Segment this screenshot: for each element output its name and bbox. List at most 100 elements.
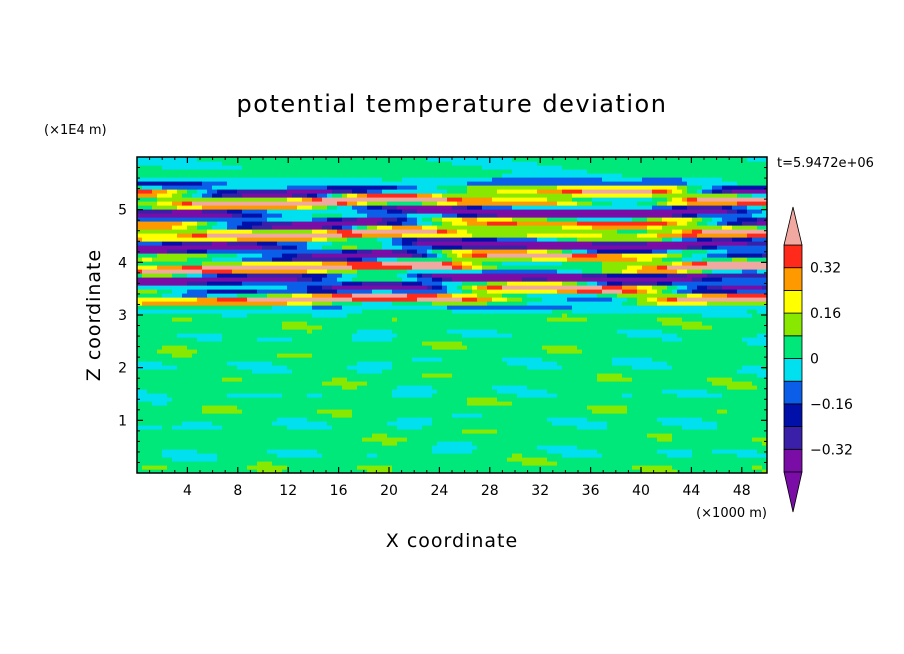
- contour-cell: [162, 425, 173, 430]
- contour-cell: [362, 309, 453, 314]
- contour-cell: [452, 265, 463, 270]
- contour-cell: [712, 325, 767, 330]
- contour-cell: [677, 333, 758, 338]
- contour-cell: [312, 301, 333, 306]
- contour-cell: [287, 285, 308, 290]
- contour-cell: [172, 457, 218, 462]
- contour-cell: [172, 425, 223, 430]
- contour-cell: [367, 225, 378, 230]
- contour-cell: [752, 465, 763, 470]
- contour-cell: [667, 221, 678, 226]
- contour-cell: [672, 281, 767, 286]
- contour-cell: [707, 285, 723, 290]
- contour-cell: [727, 249, 767, 254]
- contour-cell: [172, 289, 188, 294]
- contour-cell: [747, 205, 763, 210]
- contour-cell: [627, 297, 638, 302]
- contour-cell: [572, 305, 767, 310]
- contour-cell: [407, 213, 443, 218]
- contour-cell: [322, 453, 368, 458]
- contour-cell: [577, 445, 767, 450]
- contour-cell: [312, 293, 333, 298]
- contour-cell: [197, 297, 218, 302]
- contour-cell: [432, 277, 443, 282]
- contour-cell: [387, 201, 423, 206]
- contour-cell: [547, 317, 588, 322]
- contour-cell: [722, 189, 733, 194]
- contour-cell: [177, 205, 203, 210]
- contour-cell: [137, 449, 163, 454]
- contour-cell: [532, 257, 568, 262]
- contour-cell: [297, 205, 313, 210]
- contour-cell: [297, 253, 313, 258]
- contour-cell: [562, 313, 568, 318]
- contour-cell: [702, 269, 713, 274]
- contour-cell: [567, 297, 613, 302]
- contour-cell: [402, 209, 418, 214]
- contour-cell: [287, 185, 328, 190]
- contour-cell: [562, 281, 578, 286]
- contour-cell: [732, 189, 767, 194]
- contour-cell: [327, 205, 338, 210]
- contour-cell: [377, 225, 393, 230]
- contour-cell: [467, 345, 543, 350]
- contour-cell: [702, 189, 713, 194]
- contour-cell: [652, 189, 668, 194]
- contour-cell: [467, 189, 498, 194]
- contour-cell: [412, 265, 453, 270]
- contour-cell: [157, 201, 173, 206]
- contour-cell: [677, 289, 693, 294]
- contour-cell: [477, 213, 498, 218]
- contour-cell: [712, 381, 753, 386]
- contour-cell: [137, 181, 203, 186]
- contour-cell: [462, 429, 498, 434]
- contour-cell: [417, 273, 423, 278]
- contour-cell: [212, 193, 223, 198]
- contour-cell: [177, 233, 193, 238]
- contour-cell: [352, 337, 393, 342]
- contour-cell: [162, 449, 198, 454]
- contour-cell: [207, 293, 238, 298]
- contour-cell: [667, 189, 673, 194]
- contour-cell: [682, 237, 698, 242]
- contour-cell: [257, 289, 308, 294]
- contour-cell: [332, 425, 398, 430]
- contour-cell: [227, 209, 243, 214]
- contour-cell: [282, 469, 368, 473]
- contour-cell: [257, 241, 278, 246]
- contour-cell: [712, 185, 723, 190]
- contour-cell: [182, 241, 213, 246]
- contour-cell: [137, 465, 143, 470]
- contour-cell: [742, 365, 763, 370]
- contour-cell: [687, 293, 703, 298]
- contour-cell: [697, 189, 703, 194]
- contour-cell: [307, 241, 333, 246]
- contour-cell: [157, 193, 173, 198]
- contour-cell: [757, 269, 767, 274]
- contour-cell: [602, 177, 643, 182]
- contour-cell: [282, 253, 298, 258]
- contour-cell: [602, 289, 623, 294]
- contour-cell: [562, 261, 603, 266]
- contour-cell: [467, 221, 488, 226]
- contour-cell: [537, 189, 563, 194]
- contour-cell: [737, 181, 767, 186]
- contour-cell: [722, 393, 767, 398]
- contour-cell: [547, 349, 583, 354]
- contour-cell: [667, 361, 767, 366]
- contour-cell: [762, 285, 767, 290]
- contour-cell: [432, 393, 518, 398]
- contour-cell: [222, 193, 243, 198]
- contour-cell: [222, 425, 288, 430]
- contour-cell: [367, 469, 393, 473]
- contour-cell: [557, 461, 767, 466]
- contour-cell: [442, 285, 448, 290]
- contour-cell: [197, 337, 223, 342]
- contour-cell: [657, 233, 683, 238]
- contour-cell: [647, 229, 673, 234]
- contour-cell: [312, 277, 323, 282]
- contour-cell: [142, 269, 203, 274]
- contour-cell: [417, 277, 433, 282]
- contour-cell: [702, 245, 718, 250]
- contour-cell: [172, 209, 203, 214]
